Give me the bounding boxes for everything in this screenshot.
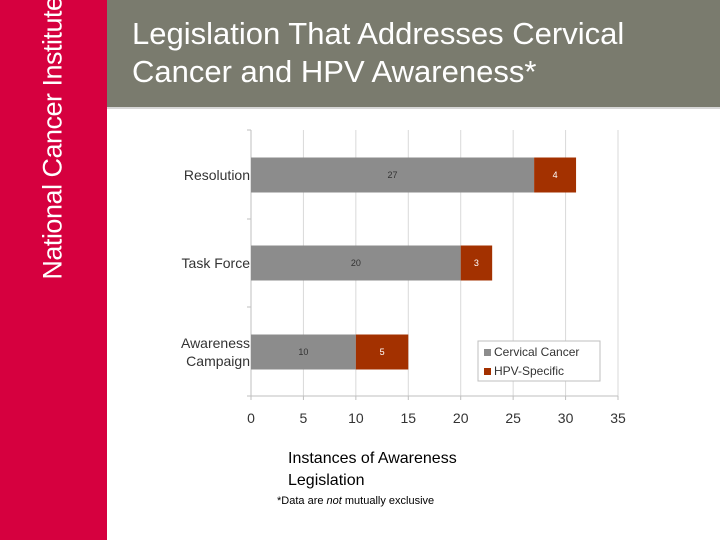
bar-hpv-specific [534, 157, 577, 193]
bar-hpv-specific [355, 334, 409, 370]
data-label: 3 [474, 258, 479, 268]
data-label: 4 [553, 170, 558, 180]
data-label: 5 [380, 347, 385, 357]
x-tick-label: 10 [348, 410, 364, 426]
header-divider [107, 107, 720, 109]
category-label: Resolution [184, 167, 250, 183]
brand-sidebar: National Cancer Institute [0, 0, 107, 540]
footnote-emphasis: not [326, 495, 342, 507]
data-label: 10 [298, 347, 308, 357]
title-line-1: Legislation That Addresses Cervical [132, 16, 625, 51]
footnote: *Data are not mutually exclusive [277, 495, 434, 507]
x-axis-label: Instances of Awareness Legislation [288, 448, 508, 492]
x-tick-label: 25 [505, 410, 521, 426]
title-line-2: Cancer and HPV Awareness* [132, 54, 537, 89]
legend-swatch [484, 349, 491, 356]
x-tick-label: 30 [558, 410, 574, 426]
category-label: Campaign [186, 353, 250, 369]
footnote-prefix: *Data are [277, 495, 327, 507]
bar-cervical-cancer [251, 157, 535, 193]
data-label: 27 [388, 170, 398, 180]
x-tick-label: 15 [400, 410, 416, 426]
category-label: Task Force [182, 255, 251, 271]
bar-cervical-cancer [251, 334, 356, 370]
legend-label: Cervical Cancer [494, 345, 579, 359]
bar-cervical-cancer [251, 245, 461, 281]
x-tick-label: 5 [300, 410, 308, 426]
x-axis-label-line-2: Legislation [288, 472, 365, 489]
category-label: Awareness [181, 335, 250, 351]
x-tick-label: 35 [610, 410, 626, 426]
title-bar [107, 0, 720, 107]
legend-label: HPV-Specific [494, 364, 564, 378]
slide-title: Legislation That Addresses Cervical Canc… [132, 15, 712, 91]
footnote-suffix: mutually exclusive [341, 495, 435, 507]
data-label: 20 [351, 258, 361, 268]
bar-hpv-specific [460, 245, 493, 281]
x-tick-label: 0 [247, 410, 255, 426]
legend-box [477, 340, 601, 382]
x-tick-label: 20 [453, 410, 469, 426]
legend-swatch [484, 368, 491, 375]
x-axis-label-line-1: Instances of Awareness [288, 450, 457, 467]
